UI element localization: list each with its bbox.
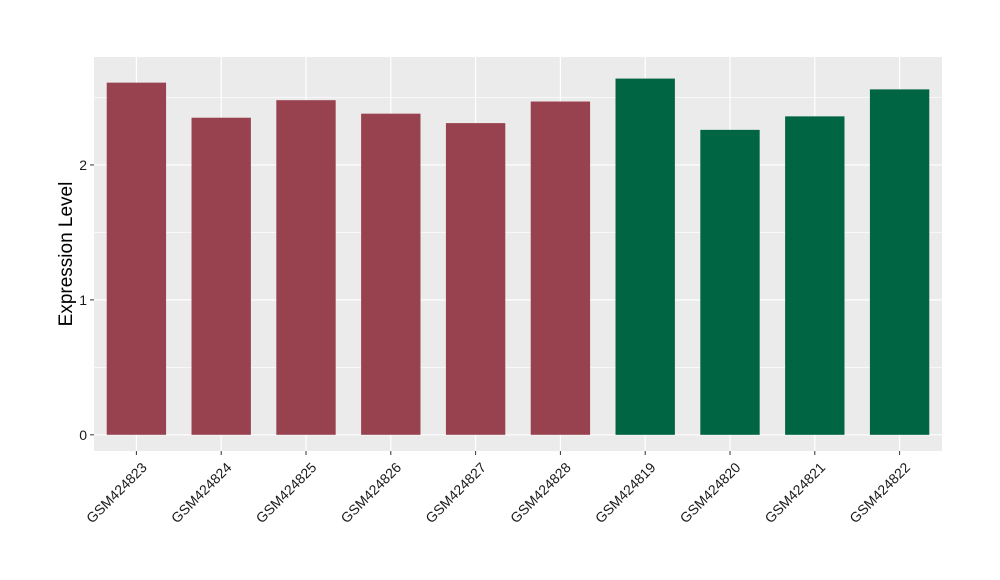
- bar-GSM424821: [785, 116, 845, 435]
- bar-GSM424819: [615, 78, 675, 435]
- y-axis-title: Expression Level: [56, 182, 77, 327]
- x-tick-label: GSM424822: [846, 459, 913, 526]
- x-tick-label: GSM424823: [83, 459, 150, 526]
- y-tick-label: 0: [79, 427, 87, 443]
- y-tick-label: 1: [79, 292, 87, 308]
- x-tick-label: GSM424826: [337, 459, 404, 526]
- x-tick-label: GSM424819: [592, 459, 659, 526]
- x-tick-label: GSM424824: [168, 459, 235, 526]
- bar-GSM424826: [361, 113, 421, 435]
- x-tick-label: GSM424820: [677, 459, 744, 526]
- bar-GSM424827: [445, 123, 506, 435]
- bar-GSM424822: [869, 89, 930, 435]
- bar-GSM424824: [191, 117, 251, 435]
- y-axis: 0 1 2: [79, 157, 94, 443]
- x-axis: GSM424823 GSM424824 GSM424825 GSM424826 GSM4…: [83, 451, 913, 526]
- x-tick-label: GSM424825: [253, 459, 320, 526]
- bar-GSM424825: [276, 100, 336, 435]
- x-tick-label: GSM424827: [422, 459, 489, 526]
- y-tick-label: 2: [79, 157, 87, 173]
- x-tick-label: GSM424828: [507, 459, 574, 526]
- bar-GSM424823: [106, 82, 167, 435]
- x-tick-label: GSM424821: [761, 459, 828, 526]
- bar-GSM424828: [530, 101, 591, 435]
- bars: [106, 78, 930, 435]
- bar-GSM424820: [700, 129, 760, 435]
